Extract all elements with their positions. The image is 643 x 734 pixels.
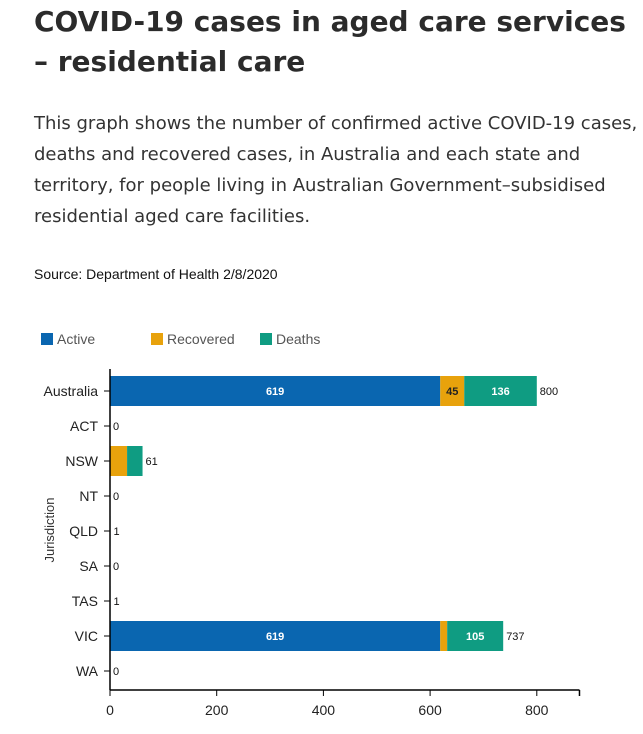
total-label-tas: 1 xyxy=(114,596,120,608)
segment-label-vic-deaths: 105 xyxy=(466,631,484,643)
total-label-sa: 0 xyxy=(113,561,119,573)
x-tick-label-200: 200 xyxy=(205,702,229,718)
x-tick-label-400: 400 xyxy=(312,702,336,718)
segment-label-australia-deaths: 136 xyxy=(491,386,509,398)
page-title: COVID-19 cases in aged care services – r… xyxy=(34,5,626,78)
x-tick-label-0: 0 xyxy=(106,702,114,718)
legend-label-recovered: Recovered xyxy=(167,331,235,347)
legend-swatch-recovered xyxy=(151,333,163,345)
y-axis-title: Jurisdiction xyxy=(42,497,57,562)
bar-vic-recovered xyxy=(440,621,448,651)
total-label-vic: 737 xyxy=(506,631,524,643)
x-tick-label-800: 800 xyxy=(525,702,549,718)
bar-nsw-recovered xyxy=(110,446,128,476)
bar-nsw-deaths xyxy=(127,446,143,476)
y-tick-label-tas: TAS xyxy=(72,593,98,609)
segment-label-australia-recovered: 45 xyxy=(446,386,458,398)
y-tick-label-nsw: NSW xyxy=(65,453,98,469)
y-tick-label-act: ACT xyxy=(70,418,98,434)
total-label-qld: 1 xyxy=(114,526,120,538)
legend-swatch-deaths xyxy=(260,333,272,345)
y-tick-label-qld: QLD xyxy=(69,523,98,539)
bar-vic-active xyxy=(110,621,441,651)
y-tick-label-nt: NT xyxy=(79,488,98,504)
bar-australia-recovered xyxy=(440,376,465,406)
y-tick-label-australia: Australia xyxy=(44,383,99,399)
legend-label-deaths: Deaths xyxy=(276,331,320,347)
source-note: Source: Department of Health 2/8/2020 xyxy=(34,266,278,282)
bar-australia-active xyxy=(110,376,441,406)
legend-swatch-active xyxy=(41,333,53,345)
y-tick-label-sa: SA xyxy=(79,558,98,574)
x-tick-label-600: 600 xyxy=(418,702,442,718)
stacked-bar-chart: Active Recovered Deaths 619 45 136 619 105 800 0 6… xyxy=(41,331,581,718)
total-label-nsw: 61 xyxy=(146,456,158,468)
bar-vic-deaths xyxy=(447,621,504,651)
y-tick-label-vic: VIC xyxy=(75,628,98,644)
total-label-act: 0 xyxy=(113,421,119,433)
total-label-australia: 800 xyxy=(540,386,558,398)
segment-label-vic-active: 619 xyxy=(266,631,284,643)
bar-australia-deaths xyxy=(464,376,537,406)
legend-label-active: Active xyxy=(57,331,95,347)
y-tick-label-wa: WA xyxy=(76,663,99,679)
segment-label-australia-active: 619 xyxy=(266,386,284,398)
chart-description: This graph shows the number of confirmed… xyxy=(34,113,638,227)
total-label-wa: 0 xyxy=(113,666,119,678)
total-label-nt: 0 xyxy=(113,491,119,503)
